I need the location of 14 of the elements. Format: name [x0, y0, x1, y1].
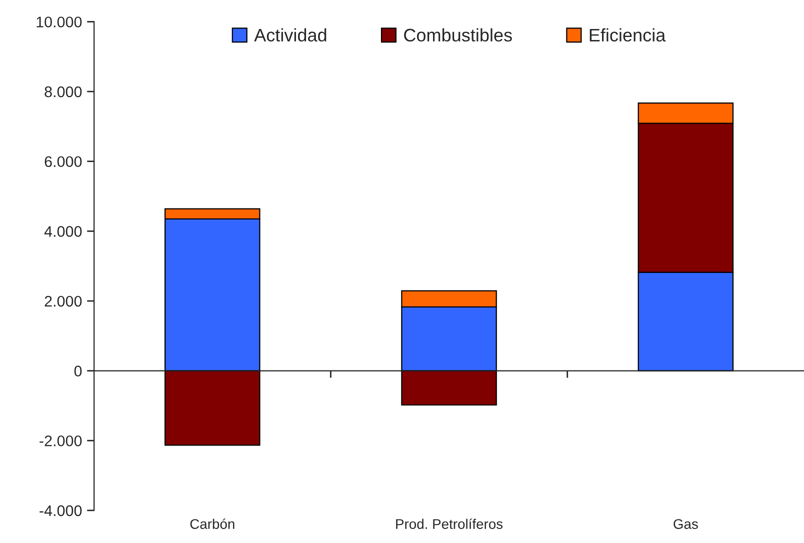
y-tick-label: 2.000	[44, 296, 82, 307]
legend-label: Actividad	[254, 28, 326, 42]
legend-label: Eficiencia	[590, 28, 666, 42]
legend-label: Combustibles	[404, 28, 512, 42]
y-tick-label: 6.000	[44, 156, 82, 168]
x-tick-label: Prod. Petrolíferos	[396, 518, 503, 529]
y-tick-label: -4.000	[40, 505, 82, 516]
y-tick-label: 8.000	[44, 86, 82, 98]
y-tick-label: -2.000	[40, 435, 82, 446]
x-tick-label: Carbón	[190, 518, 234, 529]
y-tick-label: 4.000	[44, 226, 82, 237]
x-tick-label: Gas	[674, 519, 698, 529]
y-tick-label: 0	[74, 366, 82, 376]
y-tick-label: 10.000	[36, 16, 82, 28]
